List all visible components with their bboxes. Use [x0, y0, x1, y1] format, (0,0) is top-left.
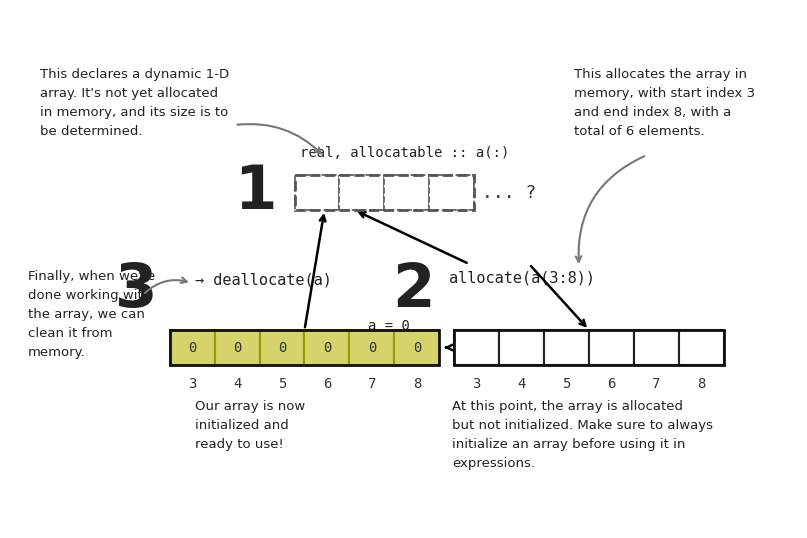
Bar	[349, 330, 395, 365]
Bar	[340, 175, 384, 210]
Bar	[169, 330, 215, 365]
Text: This allocates the array in
memory, with start index 3
and end index 8, with a
t: This allocates the array in memory, with…	[574, 68, 755, 138]
Bar	[215, 330, 260, 365]
Text: 2: 2	[391, 261, 434, 320]
Text: 5: 5	[278, 377, 286, 391]
Bar	[589, 330, 634, 365]
Text: 8: 8	[412, 377, 421, 391]
Text: 7: 7	[368, 377, 376, 391]
Text: At this point, the array is allocated
but not initialized. Make sure to always
i: At this point, the array is allocated bu…	[452, 400, 713, 470]
Text: 7: 7	[652, 377, 661, 391]
Bar	[500, 330, 544, 365]
Bar	[634, 330, 679, 365]
Text: 1: 1	[234, 163, 277, 222]
Text: 3: 3	[115, 261, 157, 320]
Text: 8: 8	[697, 377, 705, 391]
Bar	[169, 330, 439, 365]
Bar	[429, 175, 475, 210]
Bar	[395, 330, 439, 365]
Text: 0: 0	[323, 341, 331, 355]
Text: 5: 5	[562, 377, 571, 391]
Text: 6: 6	[608, 377, 616, 391]
Bar	[454, 330, 724, 365]
Text: 3: 3	[473, 377, 481, 391]
Bar	[260, 330, 304, 365]
Text: 3: 3	[188, 377, 196, 391]
Bar	[295, 175, 475, 210]
Text: 0: 0	[278, 341, 286, 355]
Text: 0: 0	[368, 341, 376, 355]
Text: real, allocatable :: a(:): real, allocatable :: a(:)	[299, 146, 509, 160]
Bar	[679, 330, 724, 365]
Text: ... ?: ... ?	[483, 183, 537, 202]
Text: 6: 6	[323, 377, 331, 391]
Text: allocate(a(3:8)): allocate(a(3:8))	[449, 271, 596, 286]
Text: a = 0: a = 0	[369, 319, 410, 333]
Text: Finally, when we're
done working with
the array, we can
clean it from
memory.: Finally, when we're done working with th…	[28, 270, 155, 359]
Bar	[454, 330, 500, 365]
Text: 0: 0	[233, 341, 241, 355]
Text: → deallocate(a): → deallocate(a)	[194, 273, 332, 287]
Bar	[295, 175, 340, 210]
Text: This declares a dynamic 1-D
array. It's not yet allocated
in memory, and its siz: This declares a dynamic 1-D array. It's …	[40, 68, 229, 138]
Text: 0: 0	[188, 341, 196, 355]
Text: 4: 4	[517, 377, 526, 391]
Text: Our array is now
initialized and
ready to use!: Our array is now initialized and ready t…	[194, 400, 305, 451]
Bar	[384, 175, 429, 210]
Bar	[304, 330, 349, 365]
Text: 4: 4	[233, 377, 241, 391]
Text: 0: 0	[412, 341, 421, 355]
Bar	[544, 330, 589, 365]
